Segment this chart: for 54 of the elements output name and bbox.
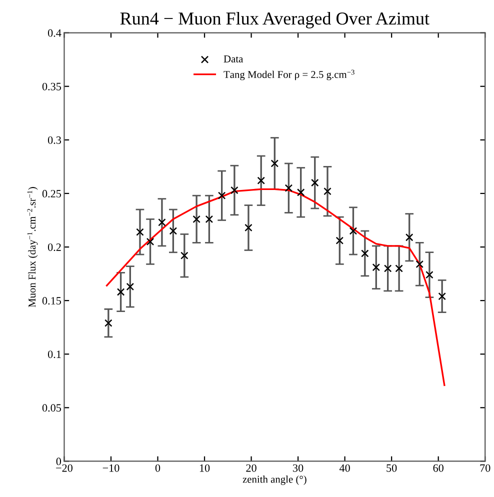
x-tick-label: 0 bbox=[155, 464, 160, 472]
point bbox=[384, 264, 392, 272]
y-tick-label: 0.3 bbox=[48, 136, 62, 144]
x-tick-label: 30 bbox=[293, 464, 304, 472]
x-tick-label: 60 bbox=[433, 464, 444, 472]
legend-label: Tang Model For ρ = 2.5 g.cm$^{−3}$ bbox=[224, 70, 354, 80]
point bbox=[136, 228, 144, 236]
point bbox=[349, 227, 358, 235]
point bbox=[218, 192, 226, 200]
x-tick-label: 40 bbox=[339, 464, 350, 472]
point bbox=[405, 233, 414, 242]
point bbox=[324, 187, 332, 196]
point bbox=[311, 178, 319, 187]
point bbox=[158, 218, 166, 226]
point bbox=[438, 292, 446, 300]
point bbox=[205, 215, 214, 224]
y-tick-label: 0.4 bbox=[48, 29, 62, 37]
x-tick-label: −20 bbox=[56, 464, 72, 472]
point bbox=[395, 264, 403, 272]
legend-label: Data bbox=[224, 56, 244, 62]
y-tick-label: 0.2 bbox=[48, 243, 61, 252]
point bbox=[296, 188, 305, 196]
x-tick-label: 50 bbox=[386, 464, 397, 472]
point bbox=[146, 238, 154, 246]
point bbox=[116, 288, 125, 296]
y-tick-label: 0.35 bbox=[42, 82, 62, 90]
point bbox=[372, 263, 380, 272]
point bbox=[426, 270, 434, 279]
point bbox=[180, 252, 188, 260]
y-tick-label: 0.15 bbox=[42, 297, 62, 305]
point bbox=[336, 236, 344, 244]
point bbox=[230, 186, 238, 194]
y-tick-label: 0 bbox=[56, 458, 62, 466]
point bbox=[192, 215, 200, 224]
x-axis-title: zenith angle (°) bbox=[242, 475, 306, 485]
point bbox=[169, 227, 178, 235]
point bbox=[270, 160, 279, 168]
point bbox=[416, 260, 424, 268]
line-series bbox=[106, 188, 446, 386]
chart-title: Run4 − Muon Flux Averaged Over Azimut bbox=[120, 12, 430, 28]
x-tick-label: 20 bbox=[246, 464, 256, 472]
x-tick-label: 70 bbox=[480, 464, 490, 472]
point bbox=[244, 224, 252, 232]
point bbox=[257, 176, 265, 184]
y-tick-label: 0.25 bbox=[42, 190, 62, 198]
point bbox=[126, 282, 134, 291]
point bbox=[104, 319, 112, 327]
y-tick-label: 0.05 bbox=[42, 404, 62, 412]
x-tick-label: 10 bbox=[200, 464, 210, 472]
x-tick-label: −10 bbox=[102, 464, 120, 472]
point bbox=[284, 184, 293, 192]
y-tick-label: 0.1 bbox=[48, 350, 61, 358]
y-axis-title: Muon Flux (day$^{−1}$.cm$^{−2}$.sr$^{−1}$) bbox=[27, 187, 38, 308]
point bbox=[361, 250, 369, 258]
